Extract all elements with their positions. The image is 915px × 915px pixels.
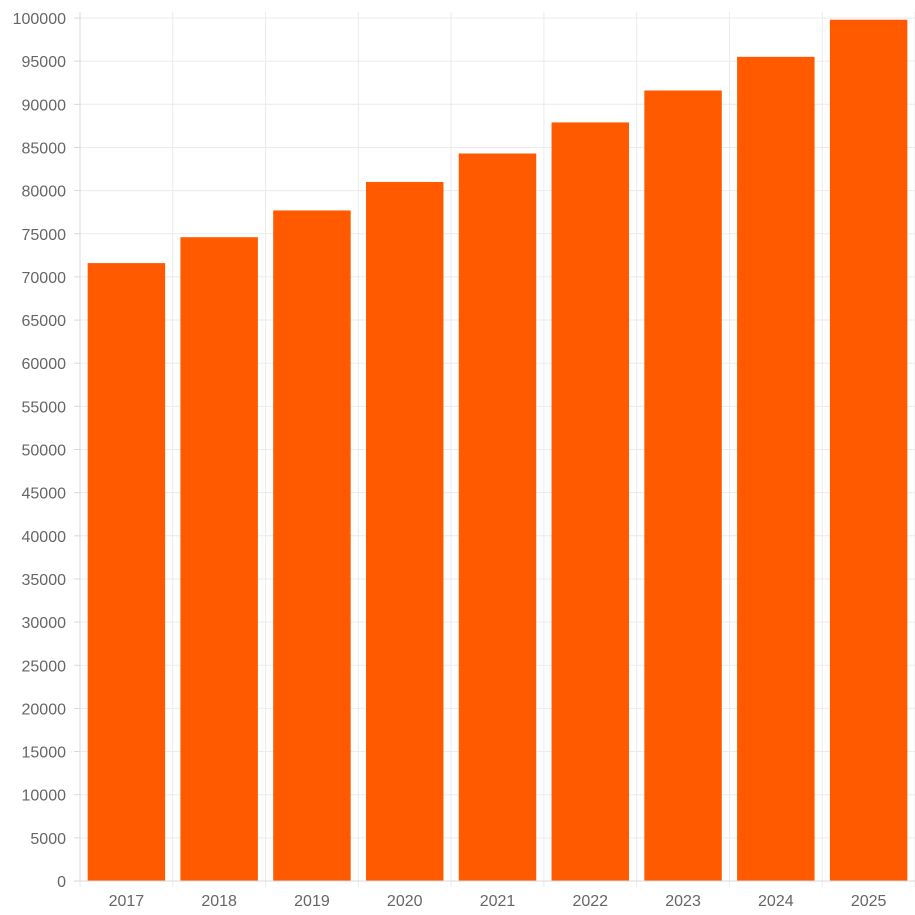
bar-2025[interactable]	[829, 19, 908, 881]
axis-layer	[74, 12, 915, 882]
y-tick-label: 30000	[22, 615, 67, 632]
y-tick-label: 55000	[22, 399, 67, 416]
bar-2020[interactable]	[365, 181, 444, 882]
x-tick-label: 2018	[201, 893, 237, 910]
y-tick-label: 75000	[22, 227, 67, 244]
x-tick-label: 2017	[109, 893, 145, 910]
bar-2019[interactable]	[273, 210, 351, 882]
y-tick-label: 45000	[22, 486, 67, 503]
x-tick-label: 2025	[851, 893, 887, 910]
x-tick-label: 2019	[294, 893, 330, 910]
y-tick-label: 100000	[13, 11, 66, 28]
y-tick-label: 85000	[22, 140, 67, 157]
bar-2018[interactable]	[180, 237, 258, 881]
y-tick-label: 95000	[22, 54, 67, 71]
y-tick-label: 65000	[22, 313, 67, 330]
y-tick-label: 80000	[22, 184, 67, 201]
bar-2023[interactable]	[644, 90, 722, 881]
x-tick-label: 2020	[387, 893, 423, 910]
y-tick-label: 90000	[22, 97, 67, 114]
y-tick-label: 10000	[22, 788, 67, 805]
y-tick-label: 70000	[22, 270, 67, 287]
x-tick-label: 2022	[572, 893, 608, 910]
y-tick-label: 25000	[22, 658, 67, 675]
x-tick-label: 2021	[480, 893, 516, 910]
y-tick-label: 40000	[22, 529, 67, 546]
y-tick-label: 20000	[22, 701, 67, 718]
y-tick-label: 50000	[22, 443, 67, 460]
bar-2017[interactable]	[87, 263, 166, 881]
bar-2024[interactable]	[737, 56, 815, 881]
y-tick-label: 15000	[22, 745, 67, 762]
y-tick-label: 0	[57, 874, 66, 891]
x-tick-label: 2023	[665, 893, 701, 910]
bar-2021[interactable]	[458, 153, 537, 882]
x-tick-label: 2024	[758, 893, 794, 910]
x-tick-labels: 2017 2018 2019 2020 2021 2022 2023 2024 2025	[109, 893, 887, 910]
bar-2022[interactable]	[551, 122, 630, 882]
y-tick-label: 5000	[30, 831, 66, 848]
y-tick-label: 35000	[22, 572, 67, 589]
y-tick-labels: 0 5000 10000 15000 20000 25000 30000 35000 40000…	[13, 11, 66, 891]
bars-layer	[87, 19, 908, 882]
y-tick-label: 60000	[22, 356, 67, 373]
